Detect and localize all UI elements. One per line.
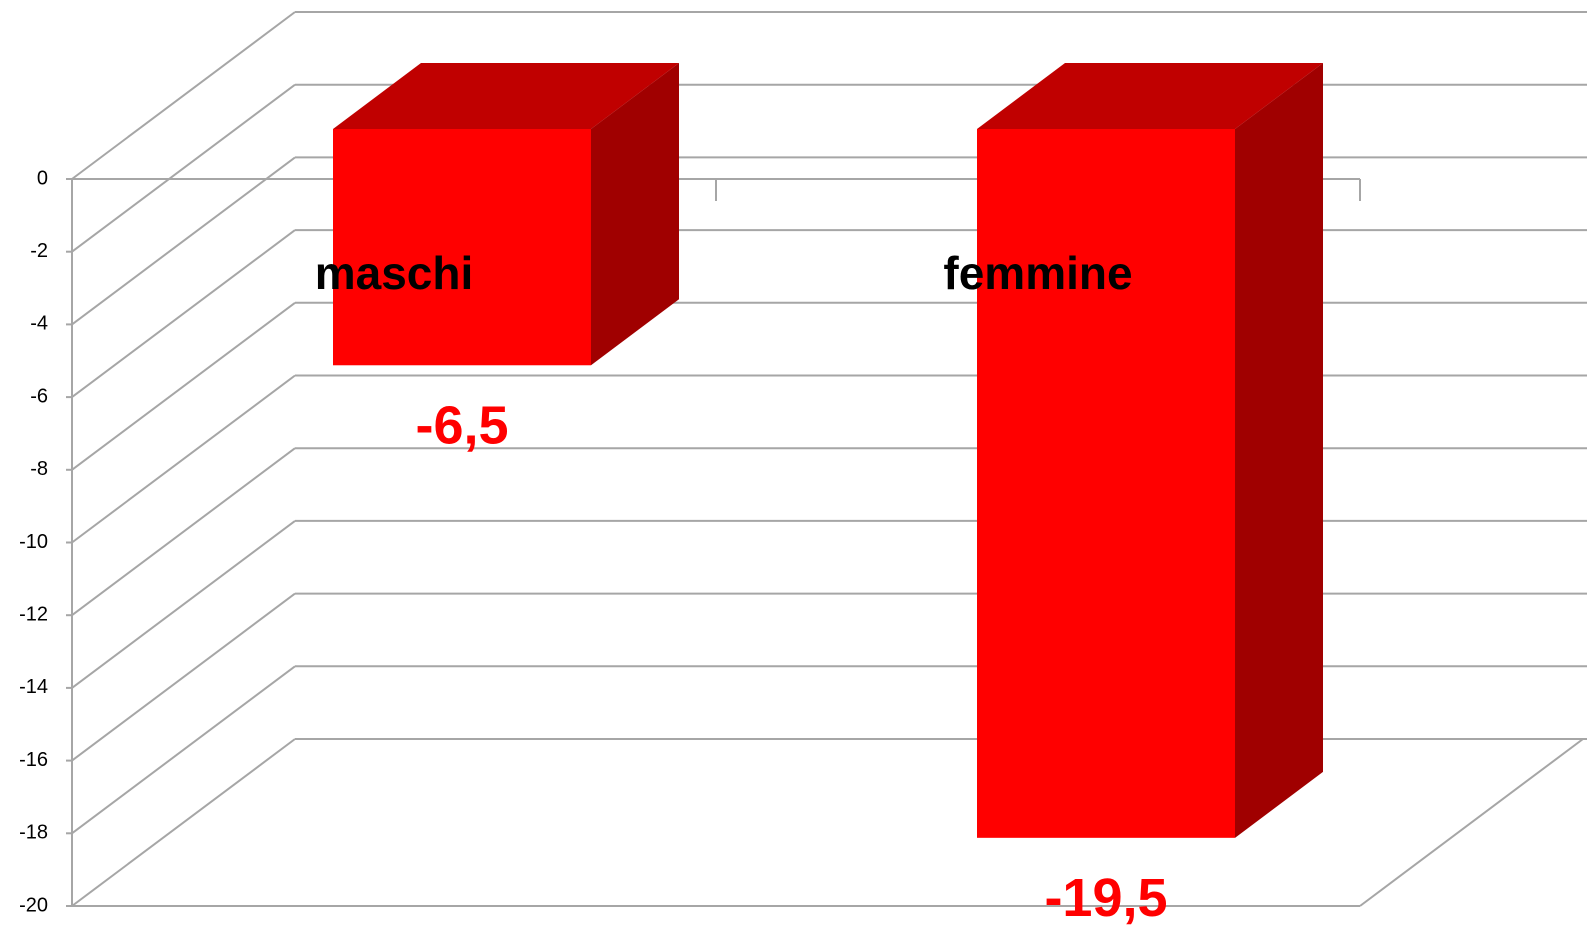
bar-top <box>333 63 679 129</box>
y-tick-label: -6 <box>30 385 48 407</box>
grid-line <box>71 665 296 835</box>
y-tick-label: -18 <box>19 822 48 844</box>
y-tick-label: -16 <box>19 749 48 771</box>
grid-line <box>71 11 296 180</box>
grid-line <box>71 229 296 398</box>
grid-line <box>71 83 296 253</box>
y-tick-label: -4 <box>30 313 48 335</box>
category-label: femmine <box>943 247 1132 299</box>
bar-front <box>977 129 1235 838</box>
floor-edge <box>1359 738 1584 907</box>
bar-side <box>591 63 679 366</box>
bar-side <box>1235 63 1323 838</box>
y-tick-label: 0 <box>37 167 48 189</box>
bar-top <box>977 63 1323 129</box>
grid-line <box>71 738 296 907</box>
grid-line <box>71 520 296 689</box>
y-tick-label: -10 <box>19 531 48 553</box>
grid-line <box>71 374 296 544</box>
grid-line <box>71 447 296 617</box>
y-tick-label: -20 <box>19 894 48 916</box>
y-tick-label: -14 <box>19 676 48 698</box>
grid-line <box>71 156 296 326</box>
grid-line <box>71 592 296 762</box>
data-label: -19,5 <box>1044 868 1167 928</box>
category-label: maschi <box>315 247 474 299</box>
data-label: -6,5 <box>415 396 508 456</box>
y-tick-label: -2 <box>30 240 48 262</box>
bar <box>333 63 679 366</box>
grid-line <box>71 301 296 471</box>
bar <box>977 63 1323 838</box>
bar-front <box>333 129 591 366</box>
y-tick-label: -12 <box>19 603 48 625</box>
y-tick-label: -8 <box>30 458 48 480</box>
